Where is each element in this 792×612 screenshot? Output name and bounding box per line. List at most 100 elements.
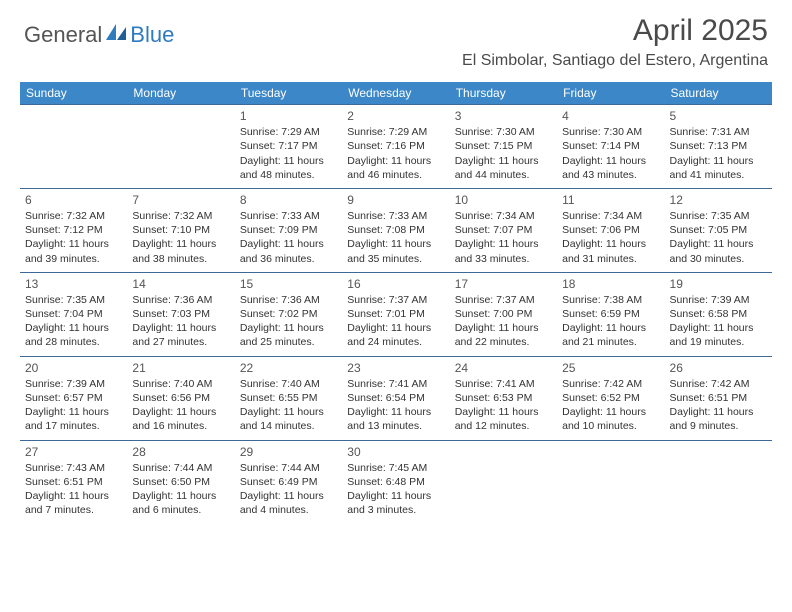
- sunrise-text: Sunrise: 7:29 AM: [240, 125, 337, 139]
- sunset-text: Sunset: 6:58 PM: [670, 307, 767, 321]
- sunset-text: Sunset: 6:50 PM: [132, 475, 229, 489]
- sunset-text: Sunset: 7:14 PM: [562, 139, 659, 153]
- calendar-week-row: 20Sunrise: 7:39 AMSunset: 6:57 PMDayligh…: [20, 356, 772, 440]
- calendar-day-cell: 5Sunrise: 7:31 AMSunset: 7:13 PMDaylight…: [665, 105, 772, 189]
- day-number: 15: [240, 276, 337, 292]
- day-number: 28: [132, 444, 229, 460]
- sunset-text: Sunset: 7:12 PM: [25, 223, 122, 237]
- sunset-text: Sunset: 6:51 PM: [25, 475, 122, 489]
- sunset-text: Sunset: 6:48 PM: [347, 475, 444, 489]
- sunset-text: Sunset: 6:54 PM: [347, 391, 444, 405]
- day-number: 30: [347, 444, 444, 460]
- day-number: 25: [562, 360, 659, 376]
- calendar-day-cell: 24Sunrise: 7:41 AMSunset: 6:53 PMDayligh…: [450, 356, 557, 440]
- calendar-week-row: 1Sunrise: 7:29 AMSunset: 7:17 PMDaylight…: [20, 105, 772, 189]
- sunset-text: Sunset: 7:02 PM: [240, 307, 337, 321]
- calendar-day-cell: 4Sunrise: 7:30 AMSunset: 7:14 PMDaylight…: [557, 105, 664, 189]
- calendar-day-cell: 27Sunrise: 7:43 AMSunset: 6:51 PMDayligh…: [20, 440, 127, 523]
- day-number: 20: [25, 360, 122, 376]
- sunset-text: Sunset: 7:04 PM: [25, 307, 122, 321]
- day-header: Wednesday: [342, 82, 449, 105]
- calendar-day-cell: 28Sunrise: 7:44 AMSunset: 6:50 PMDayligh…: [127, 440, 234, 523]
- calendar-day-cell: 21Sunrise: 7:40 AMSunset: 6:56 PMDayligh…: [127, 356, 234, 440]
- daylight-text: Daylight: 11 hours and 43 minutes.: [562, 154, 659, 182]
- sunrise-text: Sunrise: 7:39 AM: [25, 377, 122, 391]
- sunrise-text: Sunrise: 7:37 AM: [347, 293, 444, 307]
- daylight-text: Daylight: 11 hours and 36 minutes.: [240, 237, 337, 265]
- daylight-text: Daylight: 11 hours and 25 minutes.: [240, 321, 337, 349]
- brand-logo: General Blue: [24, 22, 174, 48]
- day-number: 13: [25, 276, 122, 292]
- sunset-text: Sunset: 6:55 PM: [240, 391, 337, 405]
- calendar-day-cell: 23Sunrise: 7:41 AMSunset: 6:54 PMDayligh…: [342, 356, 449, 440]
- sunrise-text: Sunrise: 7:36 AM: [132, 293, 229, 307]
- sunset-text: Sunset: 7:05 PM: [670, 223, 767, 237]
- sunrise-text: Sunrise: 7:35 AM: [25, 293, 122, 307]
- day-number: 21: [132, 360, 229, 376]
- calendar-empty-cell: [450, 440, 557, 523]
- calendar-day-cell: 29Sunrise: 7:44 AMSunset: 6:49 PMDayligh…: [235, 440, 342, 523]
- sunset-text: Sunset: 7:09 PM: [240, 223, 337, 237]
- calendar-day-cell: 3Sunrise: 7:30 AMSunset: 7:15 PMDaylight…: [450, 105, 557, 189]
- sunset-text: Sunset: 7:08 PM: [347, 223, 444, 237]
- day-number: 8: [240, 192, 337, 208]
- sunset-text: Sunset: 7:03 PM: [132, 307, 229, 321]
- daylight-text: Daylight: 11 hours and 30 minutes.: [670, 237, 767, 265]
- calendar-day-cell: 30Sunrise: 7:45 AMSunset: 6:48 PMDayligh…: [342, 440, 449, 523]
- brand-part2: Blue: [130, 22, 174, 48]
- sunrise-text: Sunrise: 7:43 AM: [25, 461, 122, 475]
- calendar-day-cell: 9Sunrise: 7:33 AMSunset: 7:08 PMDaylight…: [342, 188, 449, 272]
- sunrise-text: Sunrise: 7:32 AM: [25, 209, 122, 223]
- sunset-text: Sunset: 6:57 PM: [25, 391, 122, 405]
- sunset-text: Sunset: 7:17 PM: [240, 139, 337, 153]
- daylight-text: Daylight: 11 hours and 27 minutes.: [132, 321, 229, 349]
- daylight-text: Daylight: 11 hours and 46 minutes.: [347, 154, 444, 182]
- day-number: 18: [562, 276, 659, 292]
- day-number: 23: [347, 360, 444, 376]
- title-block: April 2025 El Simbolar, Santiago del Est…: [462, 14, 768, 70]
- day-number: 16: [347, 276, 444, 292]
- sunrise-text: Sunrise: 7:36 AM: [240, 293, 337, 307]
- sunrise-text: Sunrise: 7:29 AM: [347, 125, 444, 139]
- sunrise-text: Sunrise: 7:31 AM: [670, 125, 767, 139]
- sunrise-text: Sunrise: 7:34 AM: [455, 209, 552, 223]
- day-header: Thursday: [450, 82, 557, 105]
- daylight-text: Daylight: 11 hours and 12 minutes.: [455, 405, 552, 433]
- sunset-text: Sunset: 7:16 PM: [347, 139, 444, 153]
- daylight-text: Daylight: 11 hours and 17 minutes.: [25, 405, 122, 433]
- sunset-text: Sunset: 7:13 PM: [670, 139, 767, 153]
- daylight-text: Daylight: 11 hours and 10 minutes.: [562, 405, 659, 433]
- day-number: 27: [25, 444, 122, 460]
- calendar-day-cell: 10Sunrise: 7:34 AMSunset: 7:07 PMDayligh…: [450, 188, 557, 272]
- daylight-text: Daylight: 11 hours and 39 minutes.: [25, 237, 122, 265]
- sunset-text: Sunset: 7:07 PM: [455, 223, 552, 237]
- calendar-empty-cell: [20, 105, 127, 189]
- daylight-text: Daylight: 11 hours and 38 minutes.: [132, 237, 229, 265]
- header: General Blue April 2025 El Simbolar, San…: [0, 0, 792, 76]
- calendar-day-cell: 16Sunrise: 7:37 AMSunset: 7:01 PMDayligh…: [342, 272, 449, 356]
- calendar-day-cell: 18Sunrise: 7:38 AMSunset: 6:59 PMDayligh…: [557, 272, 664, 356]
- daylight-text: Daylight: 11 hours and 28 minutes.: [25, 321, 122, 349]
- daylight-text: Daylight: 11 hours and 14 minutes.: [240, 405, 337, 433]
- daylight-text: Daylight: 11 hours and 7 minutes.: [25, 489, 122, 517]
- calendar-day-cell: 11Sunrise: 7:34 AMSunset: 7:06 PMDayligh…: [557, 188, 664, 272]
- sunset-text: Sunset: 6:49 PM: [240, 475, 337, 489]
- sunrise-text: Sunrise: 7:34 AM: [562, 209, 659, 223]
- day-number: 6: [25, 192, 122, 208]
- daylight-text: Daylight: 11 hours and 22 minutes.: [455, 321, 552, 349]
- day-number: 26: [670, 360, 767, 376]
- calendar-table: SundayMondayTuesdayWednesdayThursdayFrid…: [20, 82, 772, 523]
- calendar-header-row: SundayMondayTuesdayWednesdayThursdayFrid…: [20, 82, 772, 105]
- sunrise-text: Sunrise: 7:41 AM: [455, 377, 552, 391]
- daylight-text: Daylight: 11 hours and 44 minutes.: [455, 154, 552, 182]
- daylight-text: Daylight: 11 hours and 13 minutes.: [347, 405, 444, 433]
- day-header: Monday: [127, 82, 234, 105]
- sunrise-text: Sunrise: 7:44 AM: [240, 461, 337, 475]
- calendar-week-row: 6Sunrise: 7:32 AMSunset: 7:12 PMDaylight…: [20, 188, 772, 272]
- sunset-text: Sunset: 7:06 PM: [562, 223, 659, 237]
- sunset-text: Sunset: 6:51 PM: [670, 391, 767, 405]
- daylight-text: Daylight: 11 hours and 35 minutes.: [347, 237, 444, 265]
- calendar-day-cell: 25Sunrise: 7:42 AMSunset: 6:52 PMDayligh…: [557, 356, 664, 440]
- sunrise-text: Sunrise: 7:42 AM: [670, 377, 767, 391]
- day-number: 10: [455, 192, 552, 208]
